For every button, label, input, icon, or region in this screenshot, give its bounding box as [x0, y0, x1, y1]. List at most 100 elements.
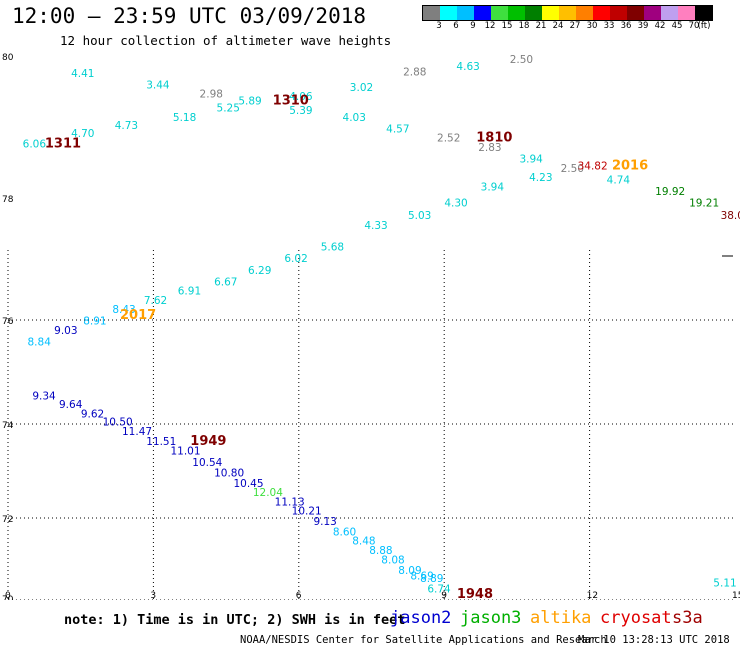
colorbar-swatch — [627, 6, 644, 20]
colorbar-label: 6 — [453, 21, 459, 31]
satellite-legend-item: jason2 — [390, 608, 452, 628]
colorbar-swatch — [695, 6, 712, 20]
colorbar-label: 27 — [569, 21, 581, 31]
wave-height-value: 2.52 — [437, 133, 460, 145]
colorbar-swatch — [474, 6, 491, 20]
wave-height-value: 3.02 — [350, 82, 373, 94]
wave-height-value: 4.23 — [529, 172, 552, 184]
pass-time-label: 2017 — [120, 308, 156, 323]
footer-note: note: 1) Time is in UTC; 2) SWH is in fe… — [64, 612, 406, 628]
colorbar-label: 30 — [586, 21, 598, 31]
satellite-legend-item: s3a — [672, 608, 703, 628]
wave-height-value: 4.30 — [444, 198, 467, 210]
wave-height-value: 38.0 — [721, 210, 740, 222]
satellite-legend-item: altika — [530, 608, 592, 628]
colorbar-swatch — [644, 6, 661, 20]
wave-height-value: 10.54 — [192, 457, 222, 469]
wave-height-value: 8.88 — [369, 545, 392, 557]
colorbar-swatch — [610, 6, 627, 20]
wave-height-value: 9.34 — [32, 391, 56, 403]
credit-text: NOAA/NESDIS Center for Satellite Applica… — [240, 634, 607, 646]
wave-height-value: 4.70 — [71, 128, 94, 140]
colorbar-label: 21 — [535, 21, 547, 31]
colorbar-swatch — [491, 6, 508, 20]
wave-height-value: 11.47 — [122, 426, 152, 438]
y-tick-label: 76 — [2, 317, 14, 327]
wave-height-value: 5.39 — [289, 105, 312, 117]
wave-height-value: 11.01 — [170, 445, 200, 457]
wave-height-value: 5.18 — [173, 112, 196, 124]
wave-height-value: 8.89 — [420, 573, 443, 585]
satellite-legend-item: jason3 — [460, 608, 522, 628]
wave-height-value: 6.67 — [214, 276, 237, 288]
pass-time-label: 1948 — [457, 587, 493, 600]
wave-height-value: 8.60 — [333, 526, 356, 538]
colorbar-swatch — [559, 6, 576, 20]
credit-timestamp: Mar 10 13:28:13 UTC 2018 — [578, 634, 730, 646]
page-subtitle: 12 hour collection of altimeter wave hei… — [60, 33, 392, 48]
wave-height-value: 3.94 — [481, 181, 505, 193]
colorbar-swatch — [423, 6, 440, 20]
colorbar-label: 33 — [603, 21, 615, 31]
pass-time-label: 1310 — [273, 94, 309, 109]
y-tick-label: 70 — [2, 595, 14, 600]
wave-height-value: 9.64 — [59, 399, 83, 411]
wave-height-value: 19.92 — [655, 186, 685, 198]
colorbar-label: 9 — [470, 21, 476, 31]
wave-height-value: 4.41 — [71, 68, 94, 80]
wave-height-value: 10.50 — [103, 417, 133, 429]
wave-height-value: 5.89 — [238, 96, 261, 108]
wave-height-value: 4.57 — [386, 123, 409, 135]
wave-height-value: 8.91 — [83, 316, 106, 328]
colorbar-label: 15 — [501, 21, 513, 31]
page-title: 12:00 – 23:59 UTC 03/09/2018 — [12, 4, 367, 28]
wave-height-value: 11.51 — [146, 436, 176, 448]
x-tick-label: 15 — [732, 591, 740, 600]
wave-height-value: 6.74 — [427, 583, 451, 595]
colorbar-swatch — [593, 6, 610, 20]
wave-height-value: 4.33 — [364, 220, 387, 232]
wave-height-value: 2.83 — [478, 142, 501, 154]
colorbar-label: 36 — [620, 21, 632, 31]
colorbar-label: 24 — [552, 21, 564, 31]
wave-height-value: 8.43 — [112, 304, 135, 316]
wave-height-value: 6.06 — [23, 138, 47, 150]
colorbar-label: 12 — [484, 21, 496, 31]
x-tick-label: 0 — [5, 591, 11, 600]
wave-height-value: 8.48 — [352, 536, 375, 548]
wave-height-colorbar — [422, 5, 713, 21]
wave-height-value: 9.13 — [313, 516, 336, 528]
wave-height-value: 4.73 — [115, 120, 138, 132]
wave-height-value: 4.06 — [289, 91, 313, 103]
wave-height-value: 2.98 — [200, 89, 223, 101]
wave-height-value: 5.25 — [217, 103, 240, 115]
wave-height-value: 4.63 — [456, 61, 479, 73]
pass-time-label: 1949 — [190, 434, 226, 449]
colorbar-swatch — [457, 6, 474, 20]
wave-height-value: 8.08 — [381, 554, 404, 566]
wave-height-value: 12.04 — [253, 487, 283, 499]
colorbar-label: 45 — [671, 21, 683, 31]
x-tick-label: 6 — [296, 591, 302, 600]
colorbar-swatch — [661, 6, 678, 20]
satellite-legend-item: cryosat — [600, 608, 672, 628]
wave-height-value: 7.62 — [144, 295, 167, 307]
wave-height-value: 5.68 — [321, 242, 344, 254]
y-tick-label: 72 — [2, 515, 13, 525]
wave-height-value: 2.50 — [561, 163, 584, 175]
pass-time-label: 1311 — [45, 136, 81, 151]
y-tick-label: 74 — [2, 421, 14, 431]
y-tick-label: 78 — [2, 195, 14, 205]
wave-height-value: 8.69 — [410, 570, 433, 582]
wave-height-value: 34.82 — [578, 161, 608, 173]
wave-height-value: 2.88 — [403, 67, 426, 79]
x-tick-label: 9 — [441, 591, 447, 600]
wave-height-value: 9.62 — [81, 408, 104, 420]
wave-height-value: 2.50 — [510, 54, 533, 66]
colorbar-label: 18 — [518, 21, 530, 31]
colorbar-swatch — [576, 6, 593, 20]
wave-height-value: 6.02 — [284, 253, 307, 265]
wave-height-value: 8.84 — [28, 337, 52, 349]
colorbar-label: 70 — [688, 21, 700, 31]
